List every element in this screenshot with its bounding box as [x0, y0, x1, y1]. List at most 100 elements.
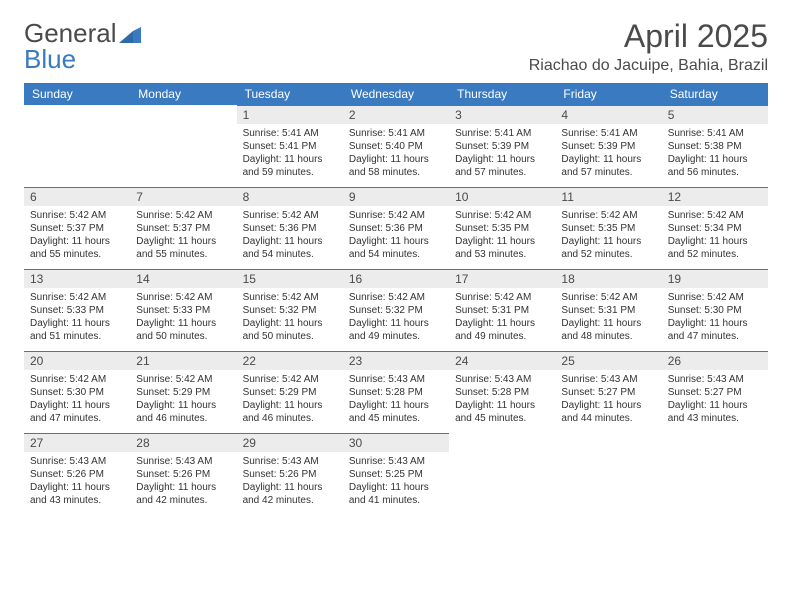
- day-details: Sunrise: 5:42 AMSunset: 5:31 PMDaylight:…: [555, 288, 661, 351]
- calendar-row: 1Sunrise: 5:41 AMSunset: 5:41 PMDaylight…: [24, 105, 768, 187]
- weekday-header: Thursday: [449, 83, 555, 105]
- day-number: 22: [237, 351, 343, 370]
- calendar-cell: 30Sunrise: 5:43 AMSunset: 5:25 PMDayligh…: [343, 433, 449, 515]
- calendar-cell: 18Sunrise: 5:42 AMSunset: 5:31 PMDayligh…: [555, 269, 661, 351]
- day-details: Sunrise: 5:42 AMSunset: 5:30 PMDaylight:…: [24, 370, 130, 433]
- calendar-cell: 19Sunrise: 5:42 AMSunset: 5:30 PMDayligh…: [662, 269, 768, 351]
- day-number: 30: [343, 433, 449, 452]
- day-number: 26: [662, 351, 768, 370]
- day-number: 6: [24, 187, 130, 206]
- day-number: 12: [662, 187, 768, 206]
- day-details: Sunrise: 5:43 AMSunset: 5:28 PMDaylight:…: [449, 370, 555, 433]
- day-details: Sunrise: 5:43 AMSunset: 5:25 PMDaylight:…: [343, 452, 449, 515]
- day-number: 10: [449, 187, 555, 206]
- day-details: Sunrise: 5:42 AMSunset: 5:29 PMDaylight:…: [237, 370, 343, 433]
- day-number: 1: [237, 105, 343, 124]
- day-number: 7: [130, 187, 236, 206]
- day-details: Sunrise: 5:42 AMSunset: 5:32 PMDaylight:…: [237, 288, 343, 351]
- logo-word2: Blue: [24, 44, 76, 75]
- calendar-cell: 5Sunrise: 5:41 AMSunset: 5:38 PMDaylight…: [662, 105, 768, 187]
- calendar-cell: 26Sunrise: 5:43 AMSunset: 5:27 PMDayligh…: [662, 351, 768, 433]
- calendar-cell: 20Sunrise: 5:42 AMSunset: 5:30 PMDayligh…: [24, 351, 130, 433]
- day-details: Sunrise: 5:42 AMSunset: 5:31 PMDaylight:…: [449, 288, 555, 351]
- day-details: Sunrise: 5:42 AMSunset: 5:33 PMDaylight:…: [130, 288, 236, 351]
- calendar-cell: 6Sunrise: 5:42 AMSunset: 5:37 PMDaylight…: [24, 187, 130, 269]
- day-details: Sunrise: 5:42 AMSunset: 5:34 PMDaylight:…: [662, 206, 768, 269]
- calendar-cell: 11Sunrise: 5:42 AMSunset: 5:35 PMDayligh…: [555, 187, 661, 269]
- calendar-body: 1Sunrise: 5:41 AMSunset: 5:41 PMDaylight…: [24, 105, 768, 515]
- day-number: 27: [24, 433, 130, 452]
- logo-icon: [119, 25, 141, 43]
- day-details: Sunrise: 5:43 AMSunset: 5:27 PMDaylight:…: [662, 370, 768, 433]
- day-number: 16: [343, 269, 449, 288]
- weekday-header: Saturday: [662, 83, 768, 105]
- day-number: 20: [24, 351, 130, 370]
- weekday-header: Tuesday: [237, 83, 343, 105]
- calendar-cell: 2Sunrise: 5:41 AMSunset: 5:40 PMDaylight…: [343, 105, 449, 187]
- calendar-cell: 23Sunrise: 5:43 AMSunset: 5:28 PMDayligh…: [343, 351, 449, 433]
- calendar-cell: 21Sunrise: 5:42 AMSunset: 5:29 PMDayligh…: [130, 351, 236, 433]
- day-number: 5: [662, 105, 768, 124]
- day-details: Sunrise: 5:42 AMSunset: 5:33 PMDaylight:…: [24, 288, 130, 351]
- calendar-cell: 27Sunrise: 5:43 AMSunset: 5:26 PMDayligh…: [24, 433, 130, 515]
- calendar-cell: 17Sunrise: 5:42 AMSunset: 5:31 PMDayligh…: [449, 269, 555, 351]
- day-number: 29: [237, 433, 343, 452]
- calendar-row: 20Sunrise: 5:42 AMSunset: 5:30 PMDayligh…: [24, 351, 768, 433]
- calendar-cell: 14Sunrise: 5:42 AMSunset: 5:33 PMDayligh…: [130, 269, 236, 351]
- calendar-cell: 22Sunrise: 5:42 AMSunset: 5:29 PMDayligh…: [237, 351, 343, 433]
- day-details: Sunrise: 5:41 AMSunset: 5:39 PMDaylight:…: [449, 124, 555, 187]
- calendar-cell: [449, 433, 555, 515]
- weekday-header: Friday: [555, 83, 661, 105]
- header: General April 2025 Riachao do Jacuipe, B…: [24, 18, 768, 75]
- day-number: 13: [24, 269, 130, 288]
- day-number: 23: [343, 351, 449, 370]
- day-number: 19: [662, 269, 768, 288]
- day-number: 2: [343, 105, 449, 124]
- day-details: Sunrise: 5:42 AMSunset: 5:35 PMDaylight:…: [449, 206, 555, 269]
- calendar-cell: 4Sunrise: 5:41 AMSunset: 5:39 PMDaylight…: [555, 105, 661, 187]
- day-number: 9: [343, 187, 449, 206]
- calendar-cell: 8Sunrise: 5:42 AMSunset: 5:36 PMDaylight…: [237, 187, 343, 269]
- day-details: Sunrise: 5:43 AMSunset: 5:27 PMDaylight:…: [555, 370, 661, 433]
- day-number: 4: [555, 105, 661, 124]
- day-number: 14: [130, 269, 236, 288]
- calendar-cell: [24, 105, 130, 187]
- day-details: Sunrise: 5:43 AMSunset: 5:26 PMDaylight:…: [24, 452, 130, 515]
- calendar-table: Sunday Monday Tuesday Wednesday Thursday…: [24, 83, 768, 515]
- day-details: Sunrise: 5:42 AMSunset: 5:30 PMDaylight:…: [662, 288, 768, 351]
- day-details: Sunrise: 5:43 AMSunset: 5:26 PMDaylight:…: [130, 452, 236, 515]
- day-details: Sunrise: 5:42 AMSunset: 5:35 PMDaylight:…: [555, 206, 661, 269]
- calendar-cell: 13Sunrise: 5:42 AMSunset: 5:33 PMDayligh…: [24, 269, 130, 351]
- day-details: Sunrise: 5:43 AMSunset: 5:28 PMDaylight:…: [343, 370, 449, 433]
- weekday-header: Sunday: [24, 83, 130, 105]
- location: Riachao do Jacuipe, Bahia, Brazil: [529, 57, 768, 75]
- calendar-cell: 10Sunrise: 5:42 AMSunset: 5:35 PMDayligh…: [449, 187, 555, 269]
- day-details: Sunrise: 5:41 AMSunset: 5:39 PMDaylight:…: [555, 124, 661, 187]
- weekday-header: Wednesday: [343, 83, 449, 105]
- day-details: Sunrise: 5:41 AMSunset: 5:38 PMDaylight:…: [662, 124, 768, 187]
- calendar-cell: 9Sunrise: 5:42 AMSunset: 5:36 PMDaylight…: [343, 187, 449, 269]
- day-number: 18: [555, 269, 661, 288]
- calendar-cell: [662, 433, 768, 515]
- day-number: 15: [237, 269, 343, 288]
- day-number: 3: [449, 105, 555, 124]
- day-details: Sunrise: 5:42 AMSunset: 5:37 PMDaylight:…: [130, 206, 236, 269]
- calendar-cell: 25Sunrise: 5:43 AMSunset: 5:27 PMDayligh…: [555, 351, 661, 433]
- day-number: 8: [237, 187, 343, 206]
- weekday-header: Monday: [130, 83, 236, 105]
- weekday-header-row: Sunday Monday Tuesday Wednesday Thursday…: [24, 83, 768, 105]
- day-details: Sunrise: 5:41 AMSunset: 5:41 PMDaylight:…: [237, 124, 343, 187]
- day-details: Sunrise: 5:43 AMSunset: 5:26 PMDaylight:…: [237, 452, 343, 515]
- day-details: Sunrise: 5:41 AMSunset: 5:40 PMDaylight:…: [343, 124, 449, 187]
- day-details: Sunrise: 5:42 AMSunset: 5:36 PMDaylight:…: [237, 206, 343, 269]
- calendar-cell: 3Sunrise: 5:41 AMSunset: 5:39 PMDaylight…: [449, 105, 555, 187]
- day-details: Sunrise: 5:42 AMSunset: 5:36 PMDaylight:…: [343, 206, 449, 269]
- calendar-row: 6Sunrise: 5:42 AMSunset: 5:37 PMDaylight…: [24, 187, 768, 269]
- calendar-row: 13Sunrise: 5:42 AMSunset: 5:33 PMDayligh…: [24, 269, 768, 351]
- title-block: April 2025 Riachao do Jacuipe, Bahia, Br…: [529, 18, 768, 75]
- calendar-cell: 15Sunrise: 5:42 AMSunset: 5:32 PMDayligh…: [237, 269, 343, 351]
- day-details: Sunrise: 5:42 AMSunset: 5:29 PMDaylight:…: [130, 370, 236, 433]
- calendar-cell: [130, 105, 236, 187]
- calendar-cell: 16Sunrise: 5:42 AMSunset: 5:32 PMDayligh…: [343, 269, 449, 351]
- calendar-cell: 28Sunrise: 5:43 AMSunset: 5:26 PMDayligh…: [130, 433, 236, 515]
